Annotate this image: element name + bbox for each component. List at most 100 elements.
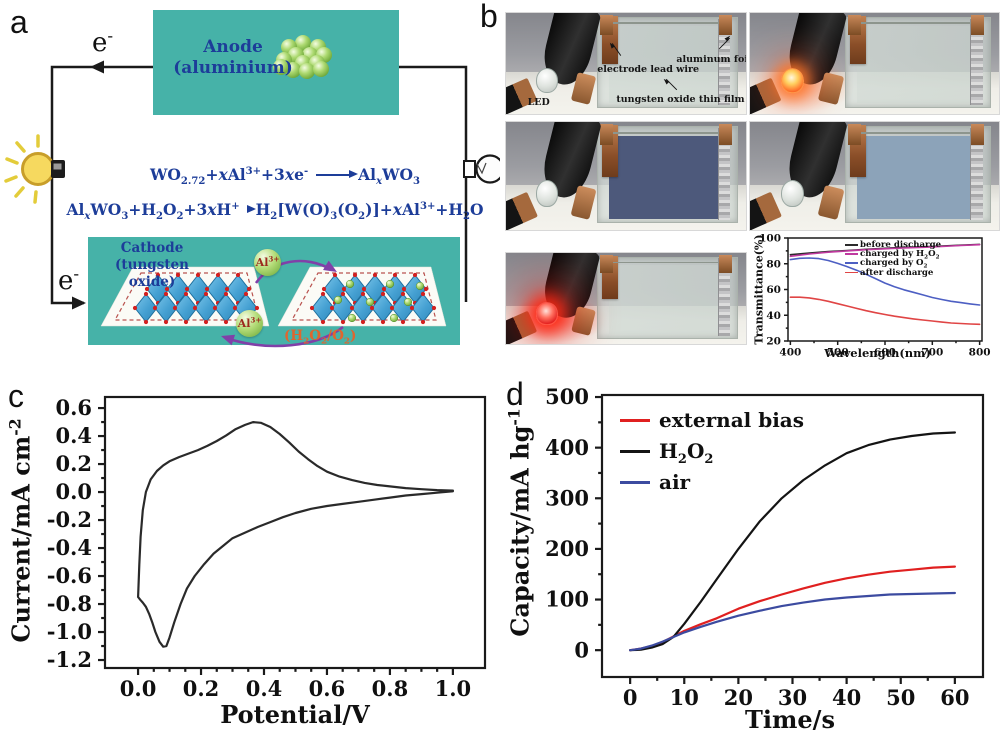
y-tick-label: -0.4	[47, 535, 92, 560]
anode-label: Anode (aluminium)	[173, 37, 293, 79]
equation-1-lhs: WO2.72+xAl3++3xe-	[150, 165, 309, 188]
label-aluminum-foil: aluminum foil	[676, 54, 747, 66]
legend-label: charged by H2O2	[860, 248, 940, 261]
legend-item: air	[620, 470, 804, 494]
transmittance-legend: before discharge charged by H2O2 charged b…	[845, 240, 941, 278]
tungsten-oxide-film	[857, 135, 970, 219]
copper-tab	[847, 15, 861, 35]
x-tick-label: 30	[778, 685, 807, 710]
tick-labels: 0.0 0.2 0.4 0.6 0.8 1.0 0.6 0.4 0.2 0.0 -0.2 -0.4 -0…	[47, 395, 471, 701]
label-led: LED	[527, 96, 550, 108]
legend-label: H2O2	[659, 439, 714, 467]
ion-exchange-arrows	[221, 259, 344, 348]
aluminum-foil	[718, 258, 731, 337]
transmittance-plot: 400 500 600 700 800 20 40 60 80 100	[759, 233, 991, 359]
axis-ticks	[98, 406, 454, 675]
x-tick-label: 50	[886, 685, 915, 710]
y-tick-label: 100	[545, 587, 589, 612]
copper-tab	[600, 255, 613, 273]
reaction-equation-1: WO2.72+xAl3++3xe- AlxWO3	[125, 165, 445, 188]
legend-swatch	[845, 253, 858, 255]
led-bulb	[781, 180, 805, 208]
tungsten-oxide-film	[609, 264, 718, 335]
y-tick-label: 0.2	[55, 451, 92, 476]
copper-tab	[719, 15, 732, 35]
aluminum-foil	[970, 128, 983, 221]
series-line-after-discharge	[789, 296, 981, 326]
y-tick-label: 0.6	[55, 395, 92, 420]
panel-label-c: c	[8, 378, 24, 414]
equation-1-rhs: AlxWO3	[358, 165, 420, 188]
reaction-equation-2: AlxWO3+H2O2+3xH+ H2[W(O)3(O2)]+xAl3++H2O	[66, 200, 483, 222]
legend-item: before discharge	[845, 240, 941, 250]
legend-item: charged by O2	[845, 258, 941, 270]
x-tick-label: 40	[832, 685, 861, 710]
y-tick-label: -0.6	[47, 563, 92, 588]
led-bulb	[536, 180, 559, 208]
y-tick-label: 60	[766, 284, 781, 296]
cv-plot: 0.0 0.2 0.4 0.6 0.8 1.0 0.6 0.4 0.2 0.0 -0.2 -0.4 -0…	[47, 395, 487, 701]
legend-swatch	[845, 271, 858, 274]
legend-swatch	[845, 262, 858, 265]
legend-item: H2O2	[620, 439, 804, 467]
device-glass	[844, 124, 992, 224]
device-glass	[597, 15, 739, 108]
transmittance-x-axis-label: Wavelength(nm)	[824, 346, 931, 360]
series-line-charged-by-O2	[789, 257, 981, 306]
y-tick-label: -1.0	[47, 619, 92, 644]
x-tick-label: 700	[921, 347, 943, 359]
axis-ticks	[595, 395, 956, 684]
equation-2-rhs: H2[W(O)3(O2)]+xAl3++H2O	[255, 200, 484, 223]
y-tick-label: -0.2	[47, 507, 92, 532]
lead-wire	[610, 22, 725, 24]
aluminum-foil	[970, 18, 983, 106]
tungsten-oxide-film	[609, 135, 718, 219]
label-electrode-lead-wire: electrode lead wire	[597, 63, 699, 75]
led-bulb	[536, 67, 559, 93]
tungsten-oxide-crystal-right	[277, 266, 447, 327]
legend-label: after discharge	[860, 267, 934, 278]
legend-swatch	[620, 418, 650, 422]
y-tick-label: 40	[766, 310, 781, 322]
tungsten-oxide-film	[857, 26, 970, 104]
copper-tab	[971, 124, 985, 146]
x-tick-label: 0.2	[183, 676, 220, 701]
cv-y-axis-label: Current/mA cm-2	[5, 418, 36, 643]
lit-bulb-icon	[4, 134, 65, 204]
photo-device-discharging	[749, 12, 1000, 115]
transmittance-y-axis-label: Transmittance(%)	[752, 234, 766, 345]
x-tick-label: 1.0	[435, 676, 472, 701]
x-tick-label: 60	[940, 685, 969, 710]
legend-label: external bias	[659, 408, 805, 432]
legend-label: air	[659, 470, 691, 494]
capacity-plot: 0 10 20 30 40 50 60 0 100 200 300 400 500	[545, 384, 985, 710]
y-tick-label: 300	[545, 485, 589, 510]
x-tick-label: 400	[779, 347, 801, 359]
x-tick-label: 0.4	[246, 676, 283, 701]
x-tick-label: 800	[969, 347, 991, 359]
copper-tab	[847, 124, 861, 146]
x-tick-label: 0.8	[372, 676, 409, 701]
x-tick-label: 0.0	[120, 676, 157, 701]
y-tick-label: 100	[759, 233, 781, 245]
y-tick-label: 0	[574, 637, 589, 662]
led-bulb	[536, 302, 559, 326]
legend-item: after discharge	[845, 267, 941, 278]
legend-label: charged by O2	[860, 258, 928, 270]
led-bulb	[781, 67, 805, 93]
circuit-wire-right	[399, 65, 468, 302]
copper-tab	[600, 124, 613, 146]
electron-label-top: e-	[92, 25, 114, 58]
lead-wire	[610, 261, 725, 264]
electron-label-bottom: e-	[58, 263, 80, 296]
tungsten-oxide-film	[609, 26, 718, 104]
electron-flow-arrow-bottom	[72, 296, 86, 310]
legend-swatch	[845, 243, 858, 246]
device-glass	[597, 124, 739, 224]
battery-schematic-diagram	[4, 10, 500, 348]
x-tick-label: 0.6	[309, 676, 346, 701]
y-tick-label: -1.2	[47, 647, 92, 672]
equation-2-lhs: AlxWO3+H2O2+3xH+	[66, 200, 240, 223]
al-ion-sphere-bottom: Al3+	[236, 310, 263, 337]
electron-flow-arrow-top	[90, 60, 104, 74]
